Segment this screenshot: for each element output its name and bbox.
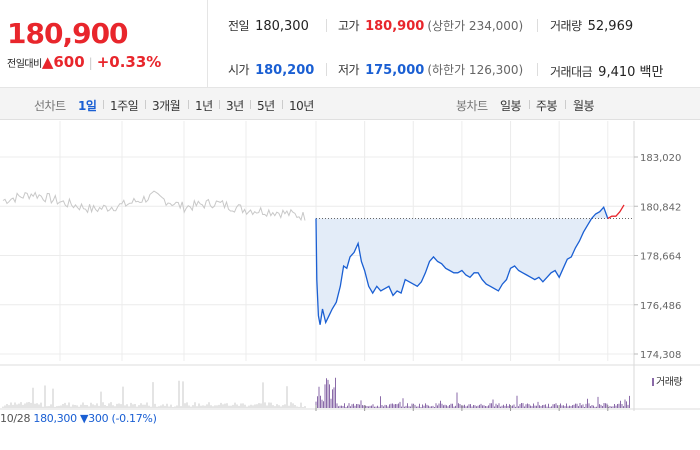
change-percent: +0.33% — [96, 53, 162, 71]
upper-limit: (상한가 234,000) — [427, 19, 524, 33]
volume-swatch-icon — [652, 378, 654, 386]
open-label: 시가 — [228, 63, 250, 77]
open-cell: 시가 180,200 — [228, 61, 314, 78]
volume-bars — [2, 377, 630, 408]
volume-label: 거래량 — [550, 19, 582, 33]
tab-10year[interactable]: 10년 — [289, 99, 314, 113]
prev-change-down-arrow-icon: ▼ — [80, 412, 89, 425]
volume-legend-label: 거래량 — [656, 377, 683, 388]
divider — [326, 19, 327, 32]
previous-day-series — [2, 190, 306, 222]
tab-divider — [145, 100, 146, 109]
prev-close-label: 전일 — [228, 19, 250, 33]
prev-date: 10/28 — [0, 412, 31, 425]
change-amount: 600 — [53, 53, 85, 71]
high-label: 고가 — [338, 19, 360, 33]
change-line: 전일대비▲600 | +0.33% — [7, 53, 161, 71]
prev-close-cell: 전일 180,300 — [228, 17, 309, 34]
y-axis-ticks: 183,020 180,842 178,664 176,486 174,308 — [634, 153, 681, 361]
current-price: 180,900 — [7, 17, 129, 50]
tab-3month[interactable]: 3개월 — [152, 99, 181, 113]
low-label: 저가 — [338, 63, 360, 77]
high-cell: 고가 180,900 (상한가 234,000) — [338, 17, 523, 34]
change-up-arrow-icon: ▲ — [41, 53, 54, 71]
divider — [537, 63, 538, 76]
tab-divider — [188, 100, 189, 109]
divider — [537, 19, 538, 32]
tab-1day[interactable]: 1일 — [78, 99, 97, 113]
change-label: 전일대비 — [7, 59, 42, 70]
tab-3year[interactable]: 3년 — [226, 99, 244, 113]
volume-value: 52,969 — [587, 19, 634, 34]
price-line-down — [315, 205, 609, 325]
volume-legend: 거래량 — [652, 373, 683, 388]
y-tick-label: 176,486 — [640, 301, 681, 312]
amount-value: 9,410 백만 — [598, 65, 664, 80]
tab-divider — [219, 100, 220, 109]
chart-grid — [0, 121, 700, 411]
chart-tab-bar: 선차트 1일 1주일 3개월 1년 3년 5년 10년 봉차트 일봉 주봉 월봉 — [0, 88, 700, 120]
price-area-fill — [316, 207, 608, 325]
amount-label: 거래대금 — [550, 65, 593, 79]
prev-change-pct: (-0.17%) — [111, 412, 157, 425]
y-tick-label: 183,020 — [640, 153, 681, 164]
tab-divider — [250, 100, 251, 109]
tab-5year[interactable]: 5년 — [257, 99, 275, 113]
prev-close-price: 180,300 — [33, 412, 77, 425]
prev-change: 300 — [88, 412, 109, 425]
y-tick-label: 180,842 — [640, 202, 681, 213]
high-value: 180,900 — [365, 19, 425, 34]
low-value: 175,000 — [365, 63, 425, 78]
open-value: 180,200 — [255, 63, 315, 78]
tab-weekly-candle[interactable]: 주봉 — [536, 99, 558, 113]
x-axis-ticks: 10/2910:0011:0012:0013:0014:0015:00 — [315, 405, 609, 411]
amount-cell: 거래대금 9,410 백만 — [550, 61, 663, 80]
intraday-chart[interactable]: 183,020 180,842 178,664 176,486 174,308 10/2… — [0, 121, 700, 411]
low-cell: 저가 175,000 (하한가 126,300) — [338, 61, 523, 78]
divider — [326, 63, 327, 76]
tab-daily-candle[interactable]: 일봉 — [500, 99, 522, 113]
tab-divider — [565, 100, 566, 109]
prev-close-value: 180,300 — [255, 19, 309, 34]
y-tick-label: 174,308 — [640, 350, 681, 361]
price-line-up — [607, 204, 625, 220]
volume-cell: 거래량 52,969 — [550, 17, 633, 34]
tab-monthly-candle[interactable]: 월봉 — [573, 99, 595, 113]
tab-1week[interactable]: 1주일 — [110, 99, 139, 113]
current-price-box: 180,900 전일대비▲600 | +0.33% — [0, 0, 208, 88]
prev-day-info: 10/28 180,300 ▼300 (-0.17%) — [0, 412, 157, 425]
tab-divider — [529, 100, 530, 109]
change-divider: | — [88, 56, 93, 70]
line-chart-heading: 선차트 — [34, 99, 66, 113]
tab-divider — [103, 100, 104, 109]
previous-day-line — [2, 190, 306, 222]
y-tick-label: 178,664 — [640, 252, 681, 263]
tab-1year[interactable]: 1년 — [195, 99, 213, 113]
candle-chart-heading: 봉차트 — [456, 99, 488, 113]
price-summary: 180,900 전일대비▲600 | +0.33% 전일 180,300 고가 180,… — [0, 0, 700, 88]
tab-divider — [282, 100, 283, 109]
lower-limit: (하한가 126,300) — [427, 63, 524, 77]
